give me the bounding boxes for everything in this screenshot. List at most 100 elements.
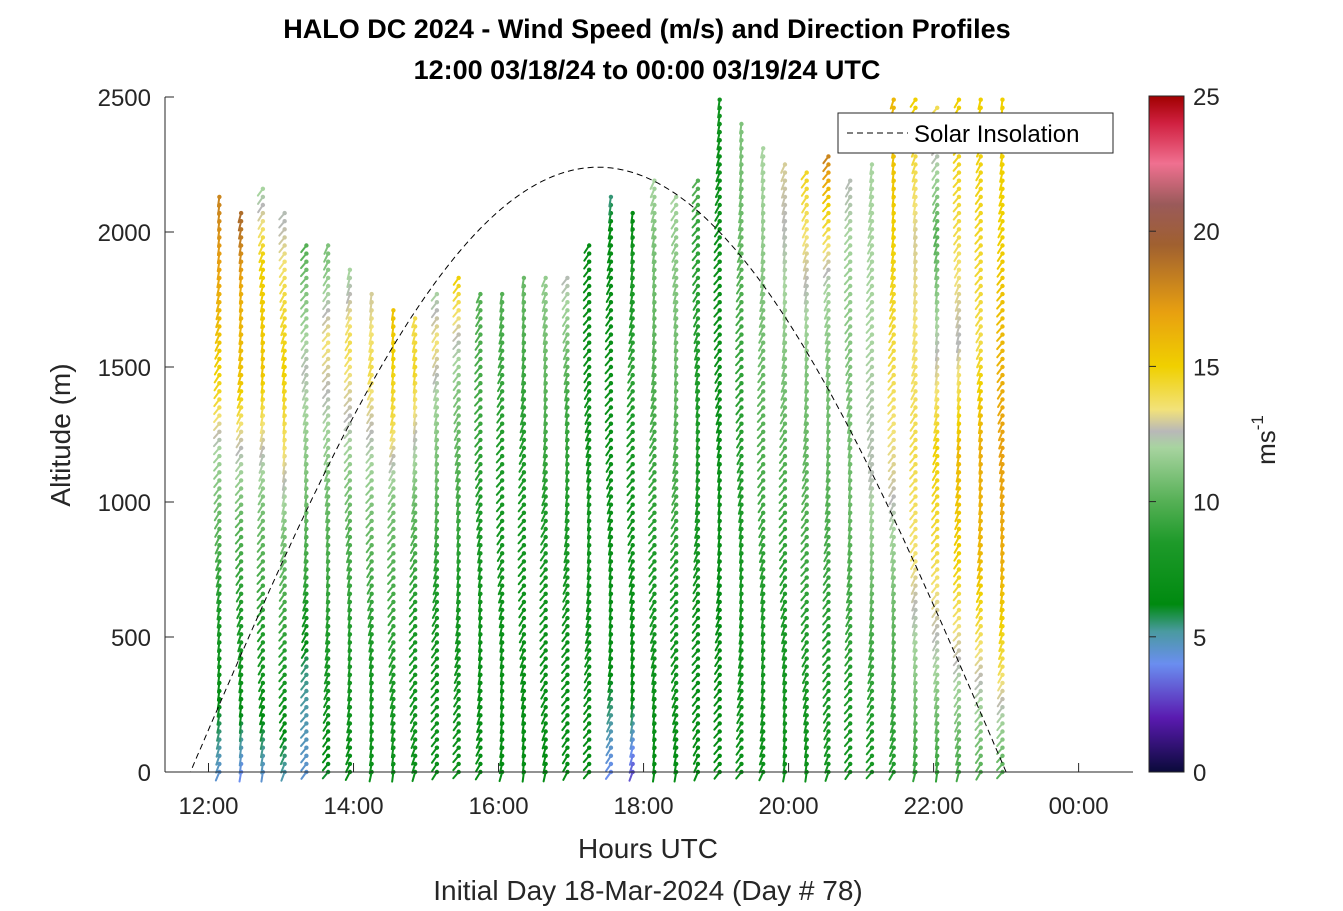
wind-barb-head xyxy=(347,445,353,451)
wind-barb-head xyxy=(325,696,331,702)
wind-barb-head xyxy=(956,680,962,686)
wind-barb-head xyxy=(630,534,635,540)
wind-barb-head xyxy=(304,696,309,702)
wind-barb-head xyxy=(369,413,374,418)
wind-barb-head xyxy=(782,575,788,580)
wind-barb-head xyxy=(739,291,744,297)
wind-barb-head xyxy=(347,324,353,329)
wind-barb-head xyxy=(391,470,396,475)
wind-barb-head xyxy=(456,696,461,702)
wind-barb-head xyxy=(347,397,353,402)
wind-barb-head xyxy=(391,615,396,621)
wind-barb-head xyxy=(434,721,440,726)
wind-barb-head xyxy=(739,316,744,321)
wind-barb-head xyxy=(652,567,657,572)
wind-barb-head xyxy=(434,316,440,321)
wind-barb-head xyxy=(761,494,766,499)
wind-barb-head xyxy=(347,372,353,378)
wind-barb-head xyxy=(347,308,353,313)
wind-barb-head xyxy=(848,761,853,767)
wind-barb-head xyxy=(586,332,592,337)
wind-barb-head xyxy=(217,413,222,418)
wind-barb-head xyxy=(456,275,461,281)
wind-barb-head xyxy=(848,680,853,686)
wind-barb-head xyxy=(412,316,418,321)
wind-profile xyxy=(952,97,962,783)
wind-barb-head xyxy=(456,705,461,710)
wind-barb-head xyxy=(499,429,505,434)
wind-barb-head xyxy=(652,559,657,564)
wind-barb-head xyxy=(608,445,614,451)
wind-profile xyxy=(517,275,527,783)
wind-barb-head xyxy=(369,291,374,297)
wind-barb-head xyxy=(956,210,962,216)
wind-barb-head xyxy=(347,267,353,272)
wind-barb-head xyxy=(217,348,222,353)
wind-barb-head xyxy=(739,283,744,289)
wind-barb-head xyxy=(761,470,766,475)
wind-barb-head xyxy=(282,583,287,588)
wind-barb-head xyxy=(673,219,679,224)
wind-barb-head xyxy=(586,348,592,353)
wind-barb-head xyxy=(673,632,679,637)
wind-barb-head xyxy=(935,640,940,645)
wind-barb-head xyxy=(956,721,962,726)
wind-barb-head xyxy=(652,445,657,451)
wind-barb-head xyxy=(217,518,222,524)
wind-barb-head xyxy=(717,170,722,175)
wind-barb-head xyxy=(956,267,962,272)
wind-barb-head xyxy=(673,705,679,710)
wind-barb-head xyxy=(739,462,744,467)
wind-barb-head xyxy=(935,624,940,629)
wind-barb-head xyxy=(521,615,527,621)
wind-barb-head xyxy=(826,267,831,272)
wind-barb-head xyxy=(608,283,614,289)
wind-barb-head xyxy=(238,534,244,540)
wind-barb-head xyxy=(782,421,788,426)
wind-barb-head xyxy=(652,551,657,556)
wind-barb-head xyxy=(891,300,896,305)
wind-barb-head xyxy=(848,583,853,588)
wind-barb-head xyxy=(761,543,766,548)
wind-barb-head xyxy=(282,688,287,694)
wind-barb-head xyxy=(369,429,374,434)
wind-barb-head xyxy=(282,308,287,313)
wind-barb-head xyxy=(804,534,809,540)
wind-barb-head xyxy=(782,502,788,507)
wind-barb-head xyxy=(891,761,896,767)
wind-barb-head xyxy=(913,615,918,621)
wind-barb-head xyxy=(956,97,962,102)
wind-barb-head xyxy=(695,672,701,677)
wind-barb-head xyxy=(391,453,396,459)
wind-barb-head xyxy=(935,243,940,248)
wind-barb-head xyxy=(217,551,222,556)
wind-barb-head xyxy=(499,478,505,483)
wind-barb-head xyxy=(260,267,266,272)
wind-barb-head xyxy=(804,607,809,613)
wind-barb-head xyxy=(521,437,527,443)
wind-barb-head xyxy=(499,518,505,524)
wind-barb-head xyxy=(826,543,831,548)
wind-barb-head xyxy=(391,599,396,605)
wind-barb-head xyxy=(782,559,788,564)
wind-barb-head xyxy=(848,300,853,305)
wind-barb-head xyxy=(673,615,679,621)
wind-barb-head xyxy=(347,559,353,564)
wind-barb-head xyxy=(739,324,744,329)
wind-barb-head xyxy=(739,445,744,451)
wind-profile xyxy=(582,243,592,780)
wind-barb-head xyxy=(848,251,853,256)
wind-barb-head xyxy=(695,283,701,289)
wind-barb-head xyxy=(369,583,374,588)
wind-barb-head xyxy=(347,478,353,483)
wind-barb-head xyxy=(848,705,853,710)
wind-barb-head xyxy=(217,397,222,402)
wind-barb-head xyxy=(826,235,831,240)
wind-barb-head xyxy=(761,753,766,758)
wind-barb-head xyxy=(913,397,918,402)
wind-barb-head xyxy=(499,543,505,548)
wind-barb-head xyxy=(869,381,875,386)
wind-barb-head xyxy=(804,599,809,605)
wind-barb-head xyxy=(673,729,679,734)
wind-barb-head xyxy=(282,745,287,750)
